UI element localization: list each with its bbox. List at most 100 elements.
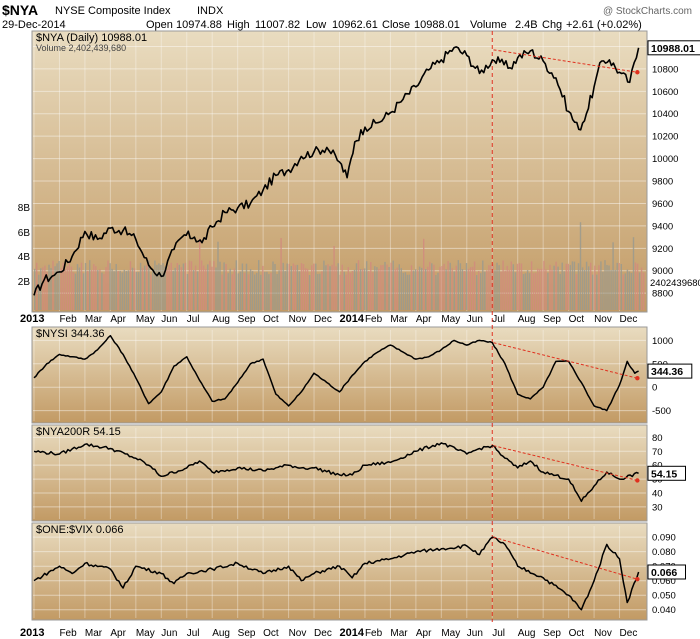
trend-arrow [635, 577, 640, 582]
volume-bar [506, 265, 508, 310]
one-vix-panel [31, 522, 648, 621]
x-tick-label: Sep [543, 628, 561, 639]
volume-bar [176, 263, 178, 310]
volume-bar [640, 267, 643, 310]
volume-bar [502, 260, 504, 310]
volume-bar [577, 263, 580, 310]
volume-bar [107, 260, 109, 310]
volume-bar [164, 266, 166, 310]
volume-bar [296, 264, 299, 310]
volume-bar [602, 271, 604, 310]
last-value-label: 54.15 [651, 468, 677, 480]
nya200r-panel-title: $NYA200R 54.15 [36, 426, 121, 438]
price-panel-title: $NYA (Daily) 10988.01 [36, 32, 147, 44]
volume-bar [335, 266, 337, 310]
volume-bar [345, 274, 347, 310]
y-tick-label: 9400 [652, 221, 673, 232]
volume-bar [196, 271, 199, 310]
x-tick-label: May [136, 314, 155, 325]
volume-bar [561, 262, 563, 310]
volume-bar [78, 267, 81, 310]
volume-bar [154, 260, 156, 310]
last-value-label: 10988.01 [651, 43, 695, 55]
volume-bar [447, 261, 449, 310]
x-tick-label: Jul [492, 628, 505, 639]
x-tick-label: 2014 [340, 627, 365, 639]
x-tick-label: Sep [238, 314, 256, 325]
volume-bar [463, 271, 466, 310]
volume-bar [308, 275, 311, 310]
volume-bar [68, 262, 70, 310]
volume-bar [158, 263, 160, 310]
volume-bar [109, 263, 111, 310]
volume-bar [547, 272, 549, 310]
volume-bar [300, 263, 303, 310]
volume-bar [270, 272, 272, 310]
y-tick-label: 9000 [652, 266, 673, 277]
volume-bar [624, 273, 626, 310]
symbol: $NYA [2, 2, 38, 18]
low-value: 10962.61 [332, 19, 378, 31]
volume-bar [46, 271, 48, 310]
x-tick-label: Aug [518, 628, 536, 639]
volume-bar [203, 265, 205, 310]
last-value-box [647, 465, 686, 481]
x-tick-label: 2013 [20, 313, 44, 325]
volume-bar [137, 272, 140, 310]
volume-bar [380, 265, 382, 310]
volume-bar [467, 268, 470, 310]
volume-bar [473, 261, 476, 310]
watermark: @ StockCharts.com [603, 6, 692, 17]
volume-bar [211, 266, 213, 310]
series-line [33, 442, 639, 503]
volume-bar [313, 263, 315, 310]
volume-bar [190, 261, 193, 310]
volume-bar [56, 263, 58, 310]
volume-bar [596, 274, 598, 310]
volume-bar [42, 267, 44, 310]
volume-bar [496, 262, 498, 310]
volume-bar [429, 261, 431, 310]
volume-bar [60, 267, 62, 310]
volume-bar [194, 265, 197, 310]
volume-bar [251, 271, 254, 310]
volume-bar [298, 271, 301, 310]
trend-arrow [635, 478, 640, 483]
volume-bar [541, 268, 543, 310]
x-tick-label: Nov [594, 314, 612, 325]
volume-bar [215, 267, 217, 310]
volume-bar [247, 274, 250, 310]
volume-bar [606, 265, 608, 310]
volume-bar [567, 263, 569, 310]
index-name: NYSE Composite Index [55, 5, 171, 17]
x-tick-label: Oct [263, 314, 279, 325]
volume-bar [170, 262, 172, 310]
volume-bar [433, 264, 435, 310]
volume-bar [34, 268, 36, 310]
volume-bar [192, 270, 195, 310]
volume-bar [484, 271, 486, 310]
volume-bar [449, 262, 451, 310]
volume-bar [543, 260, 545, 310]
volume-bar [406, 274, 409, 310]
volume-bar [258, 260, 260, 310]
volume-bar [408, 274, 411, 310]
y-tick-label: 0 [652, 383, 657, 394]
volume-bar [465, 263, 468, 310]
volume-bar [178, 264, 180, 310]
volume-bar [390, 262, 392, 310]
volume-bar [396, 267, 398, 310]
volume-bar [225, 264, 227, 310]
volume-bar [347, 267, 349, 310]
volume-bar [76, 264, 79, 310]
volume-bar [478, 271, 480, 310]
high-label: High [227, 19, 250, 31]
x-tick-label: Sep [543, 314, 561, 325]
volume-bar [148, 260, 150, 310]
volume-bar [294, 265, 297, 310]
volume-bar [388, 267, 390, 310]
x-tick-label: May [441, 628, 460, 639]
volume-bar [80, 262, 83, 310]
volume-tick-label: 6B [18, 228, 31, 239]
volume-bar [435, 275, 437, 310]
